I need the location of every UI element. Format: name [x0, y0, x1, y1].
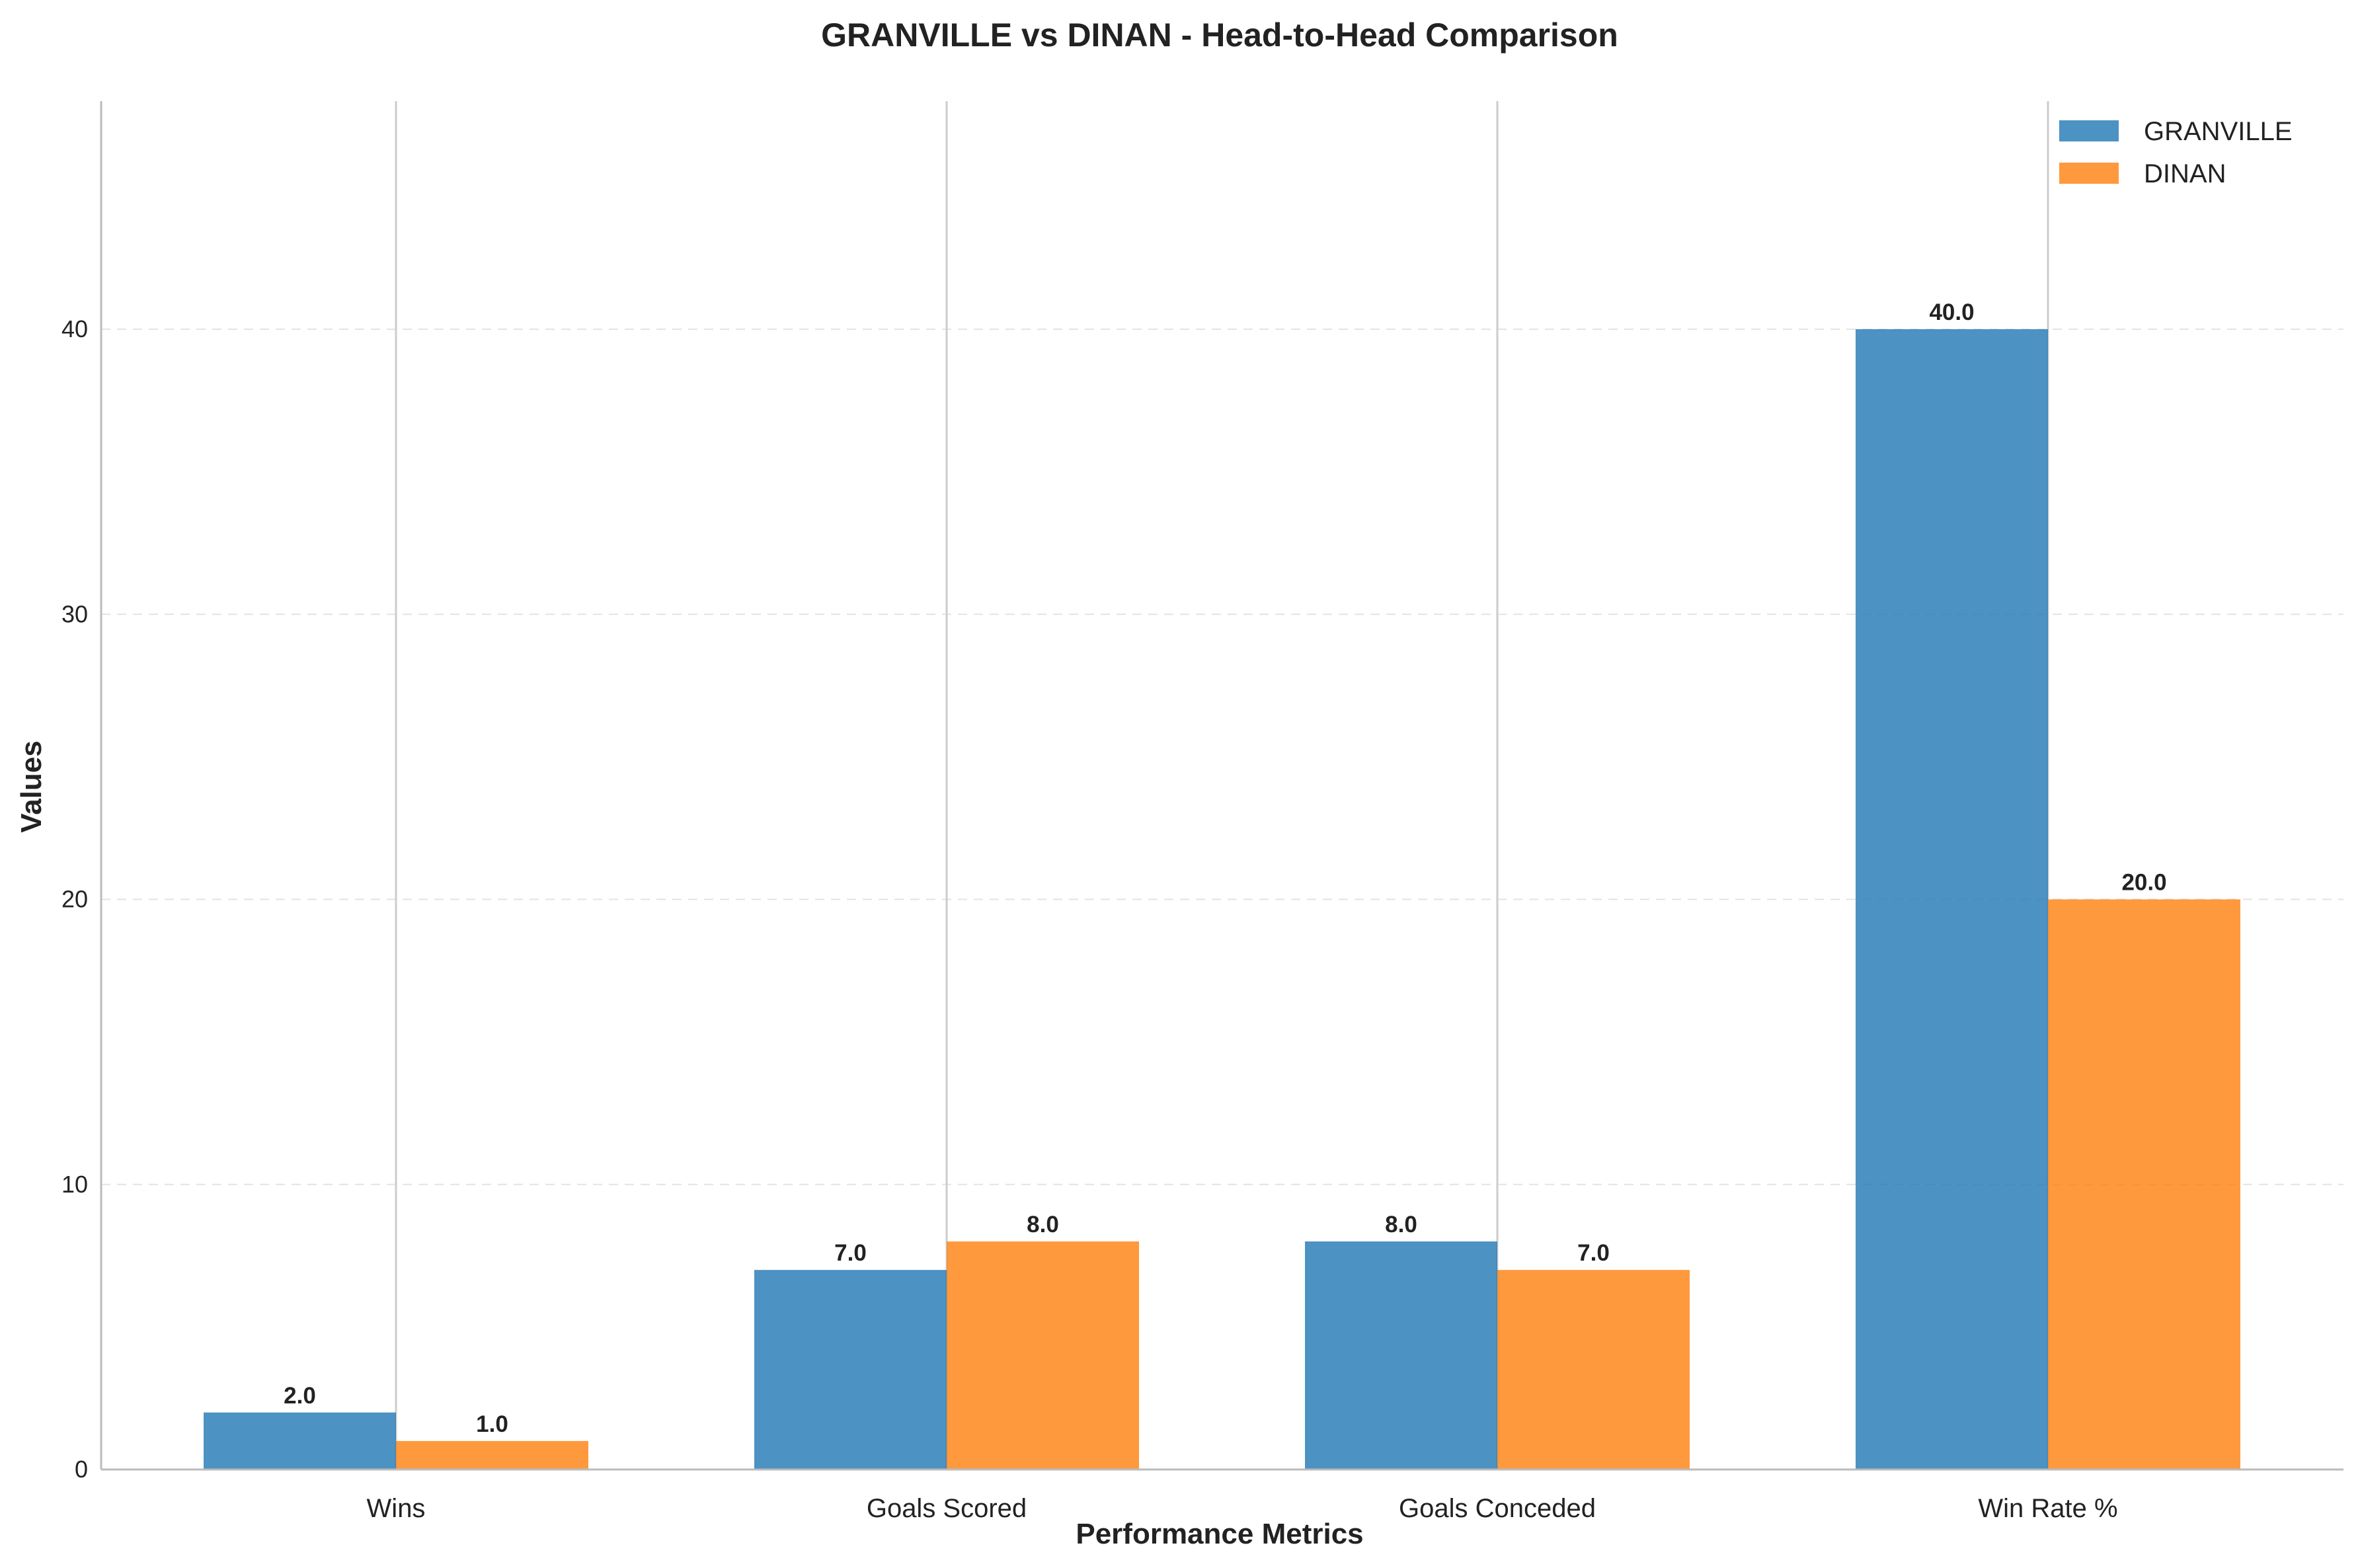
bar-dinan-0 [396, 1440, 588, 1470]
bar-granville-1 [754, 1270, 947, 1470]
y-tick-label: 30 [61, 600, 88, 627]
data-label: 7.0 [834, 1240, 867, 1266]
legend: GRANVILLE DINAN [2059, 117, 2293, 188]
legend-swatch-granville [2059, 120, 2119, 141]
data-label: 8.0 [1027, 1212, 1059, 1237]
bar-dinan-2 [1497, 1270, 1690, 1470]
y-tick-label: 40 [61, 315, 88, 342]
bar-granville-0 [204, 1412, 396, 1470]
data-label: 20.0 [2121, 870, 2166, 896]
bar-granville-3 [1856, 329, 2048, 1470]
y-tick-label: 10 [61, 1171, 88, 1198]
x-tick-label: Wins [367, 1494, 426, 1523]
data-label: 7.0 [1577, 1240, 1610, 1266]
x-tick-label: Goals Conceded [1399, 1494, 1596, 1523]
bar-dinan-1 [947, 1241, 1139, 1470]
x-axis-label: Performance Metrics [1076, 1518, 1363, 1550]
y-tick-label: 0 [75, 1456, 88, 1483]
bar-granville-2 [1305, 1241, 1497, 1470]
data-label: 1.0 [476, 1411, 508, 1437]
legend-label-granville: GRANVILLE [2144, 117, 2293, 146]
category-vertical-lines [395, 101, 2049, 1470]
x-tick-label: Win Rate % [1978, 1494, 2117, 1523]
grid-lines [101, 329, 2343, 1185]
legend-label-dinan: DINAN [2144, 159, 2226, 188]
bars [204, 329, 2240, 1470]
y-tick-label: 20 [61, 886, 88, 913]
chart-title: GRANVILLE vs DINAN - Head-to-Head Compar… [821, 17, 1618, 54]
data-labels: 2.0 7.0 8.0 40.0 1.0 8.0 7.0 20.0 [284, 299, 2166, 1437]
legend-swatch-dinan [2059, 163, 2119, 184]
data-label: 2.0 [284, 1383, 316, 1409]
data-label: 40.0 [1929, 299, 1974, 325]
axes: 0 10 20 30 40 Wins Goals Scored Goals Conceded W… [61, 101, 2343, 1523]
bar-dinan-3 [2048, 899, 2240, 1470]
x-tick-label: Goals Scored [867, 1494, 1027, 1523]
data-label: 8.0 [1385, 1212, 1417, 1237]
y-axis-label: Values [15, 740, 48, 832]
